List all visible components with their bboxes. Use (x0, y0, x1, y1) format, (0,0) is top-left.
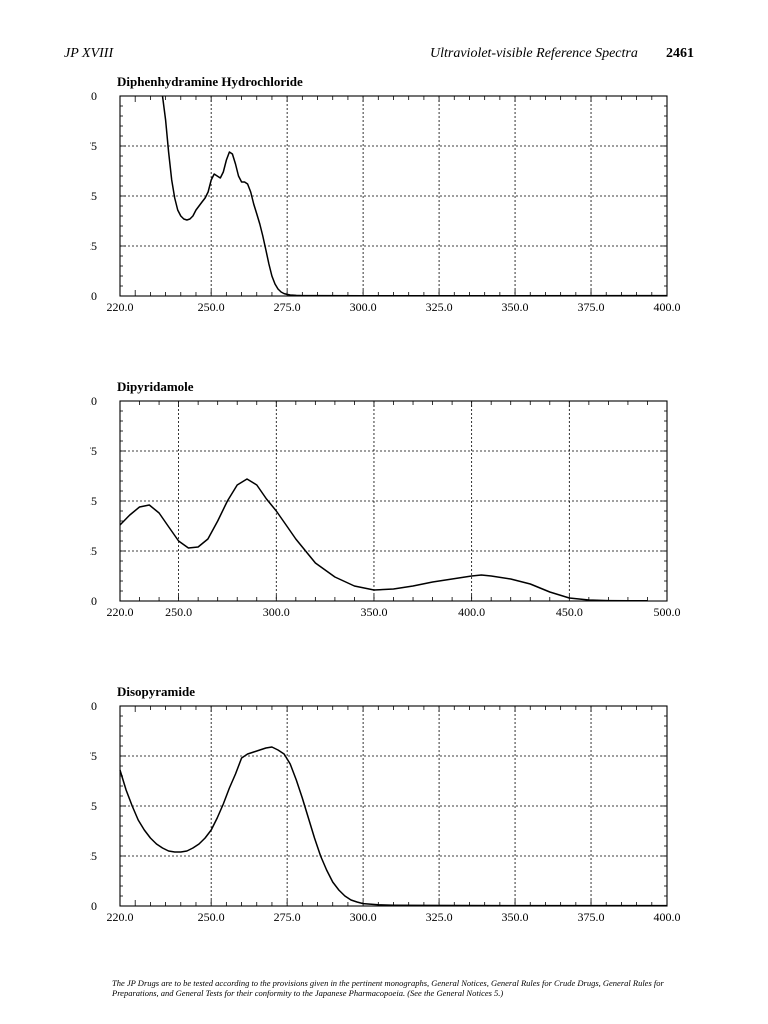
chart-2-dipyridamole: 220.0 250.0 300.0 350.0 400.0 450.0 500.0 0.0 0.… (90, 394, 681, 619)
y-tick-label: 0.25 (90, 239, 97, 253)
x-tick-label: 350.0 (502, 910, 529, 924)
plot-frame (119, 705, 668, 907)
chart-1-title: Diphenhydramine Hydrochloride (117, 74, 303, 89)
x-tick-label: 400.0 (654, 910, 681, 924)
y-tick-label: 0.75 (90, 444, 97, 458)
running-header-title: Ultraviolet-visible Reference Spectra (430, 46, 638, 61)
chart-1-diphenhydramine: 220.0 250.0 275.0 300.0 325.0 350.0 375.0 400.0… (90, 89, 681, 314)
x-tick-label: 250.0 (198, 910, 225, 924)
x-tick-label: 350.0 (502, 300, 529, 314)
x-tick-label: 220.0 (107, 910, 134, 924)
x-tick-label: 300.0 (350, 910, 377, 924)
chart-2-title: Dipyridamole (117, 379, 194, 394)
y-tick-label: 1.0 (90, 89, 97, 103)
y-tick-label: 0.5 (90, 799, 97, 813)
spectrum-line (119, 746, 667, 907)
x-tick-label: 325.0 (426, 910, 453, 924)
x-tick-label: 300.0 (263, 605, 290, 619)
x-tick-label: 500.0 (654, 605, 681, 619)
y-tick-label: 0.5 (90, 189, 97, 203)
x-tick-label: 220.0 (107, 300, 134, 314)
x-tick-label: 220.0 (107, 605, 134, 619)
y-tick-label: 0.0 (90, 289, 97, 303)
page-number: 2461 (666, 46, 694, 61)
x-tick-label: 250.0 (165, 605, 192, 619)
x-tick-label: 350.0 (360, 605, 387, 619)
x-tick-label: 250.0 (198, 300, 225, 314)
y-tick-label: 1.0 (90, 394, 97, 408)
chart-3-disopyramide: 220.0 250.0 275.0 300.0 325.0 350.0 375.0 400.0… (90, 699, 681, 924)
x-tick-label: 400.0 (458, 605, 485, 619)
spectrum-line (161, 95, 668, 297)
running-header-left: JP XVIII (64, 46, 114, 61)
y-tick-label: 0.75 (90, 139, 97, 153)
spectrum-line (119, 478, 648, 602)
y-tick-label: 0.25 (90, 544, 97, 558)
y-tick-label: 0.75 (90, 749, 97, 763)
chart-3-title: Disopyramide (117, 684, 195, 699)
x-tick-label: 450.0 (556, 605, 583, 619)
x-tick-label: 400.0 (654, 300, 681, 314)
x-tick-label: 300.0 (350, 300, 377, 314)
x-tick-label: 325.0 (426, 300, 453, 314)
footnote: The JP Drugs are to be tested according … (112, 978, 664, 998)
x-tick-label: 275.0 (274, 910, 301, 924)
x-tick-label: 275.0 (274, 300, 301, 314)
y-tick-label: 0.5 (90, 494, 97, 508)
x-tick-label: 375.0 (578, 910, 605, 924)
y-tick-label: 1.0 (90, 699, 97, 713)
plot-frame (119, 400, 668, 602)
x-tick-label: 375.0 (578, 300, 605, 314)
y-tick-label: 0.0 (90, 594, 97, 608)
y-tick-label: 0.25 (90, 849, 97, 863)
y-tick-label: 0.0 (90, 899, 97, 913)
